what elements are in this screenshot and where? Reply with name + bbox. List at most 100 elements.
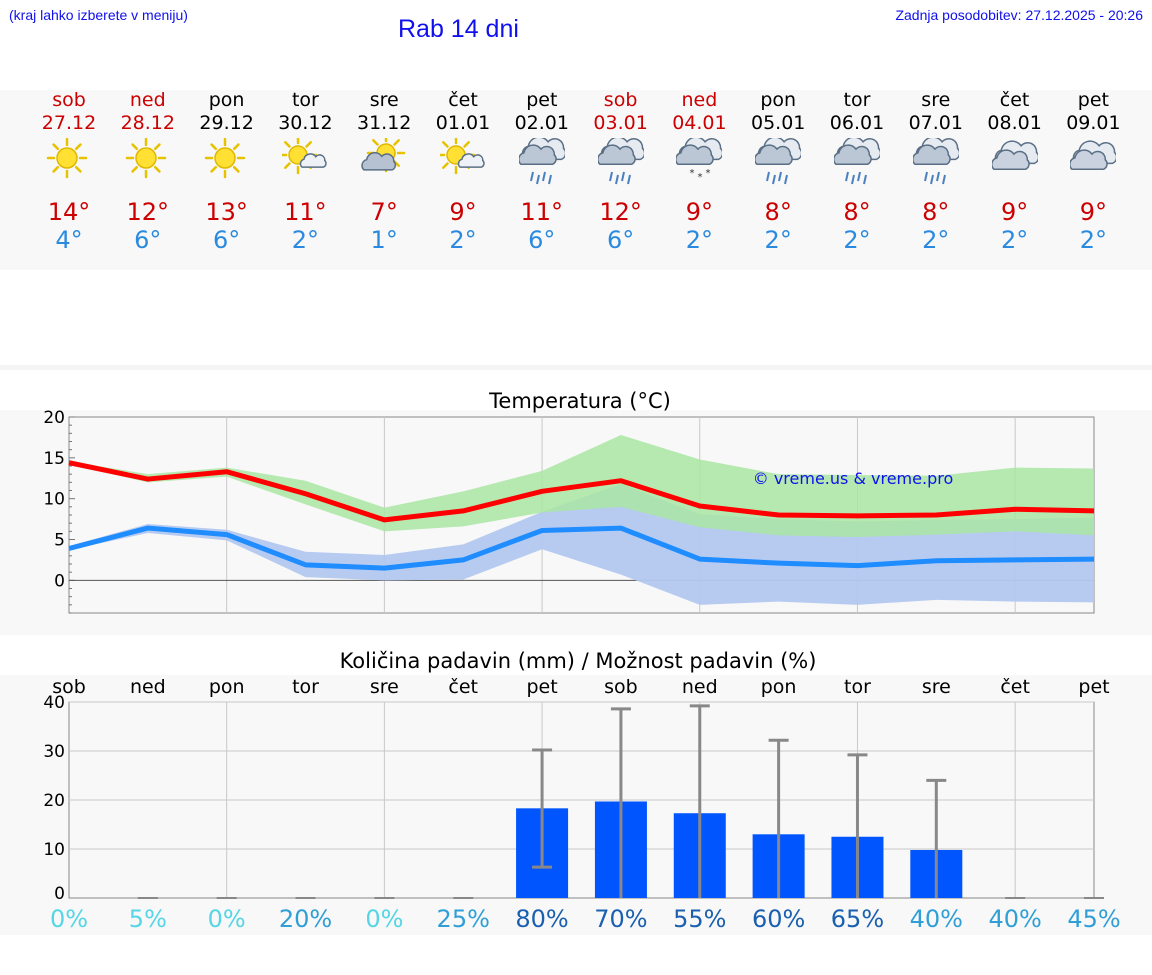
y-tick-label: 20 [43, 791, 65, 811]
day-name: čet [999, 89, 1030, 111]
day-name: tor [291, 89, 319, 111]
min-temperature: 6° [134, 226, 162, 254]
rain-cloud-icon [755, 138, 802, 185]
day-date: 04.01 [672, 112, 727, 134]
max-temperature: 8° [764, 198, 792, 226]
sun-icon [46, 138, 88, 179]
precip-day-label: čet [448, 676, 478, 698]
day-name: ned [681, 89, 718, 111]
min-temperature: 2° [764, 226, 792, 254]
day-name: pet [1077, 89, 1109, 111]
precip-day-label: tor [292, 676, 319, 698]
y-tick-label: 20 [43, 408, 65, 428]
last-update: Zadnja posodobitev: 27.12.2025 - 20:26 [895, 7, 1143, 23]
precip-day-label: pet [1078, 676, 1109, 698]
precip-day-label: pon [761, 676, 797, 698]
day-date: 08.01 [987, 112, 1042, 134]
precip-probability: 80% [515, 905, 568, 933]
day-date: 03.01 [593, 112, 648, 134]
precip-day-label: sre [370, 676, 399, 698]
min-temperature: 2° [449, 226, 477, 254]
day-name: sre [921, 89, 951, 111]
day-date: 30.12 [278, 112, 333, 134]
day-name: ned [129, 89, 166, 111]
day-name: pon [208, 89, 245, 111]
day-date: 05.01 [750, 112, 806, 134]
min-temperature: 2° [922, 226, 950, 254]
max-temperature: 8° [843, 198, 871, 226]
precip-probability: 55% [673, 905, 726, 933]
precip-probability: 70% [594, 905, 647, 933]
max-temperature: 9° [1000, 198, 1029, 226]
min-temperature: 1° [370, 226, 398, 254]
max-temperature: 12° [126, 198, 170, 226]
sun-icon [204, 138, 245, 179]
snow-cloud-icon: * * * [676, 138, 723, 183]
day-date: 01.01 [435, 112, 491, 134]
precip-probability: 0% [50, 905, 88, 933]
rain-cloud-icon [597, 138, 644, 185]
min-temperature: 6° [212, 226, 241, 254]
day-date: 02.01 [514, 112, 569, 134]
precip-probability: 60% [752, 905, 805, 933]
precip-day-label: ned [130, 676, 166, 698]
max-temperature: 8° [922, 198, 950, 226]
header-region-note[interactable]: (kraj lahko izberete v meniju) [9, 7, 188, 23]
spacer-band [0, 365, 1152, 370]
precipitation-chart-title: Količina padavin (mm) / Možnost padavin … [340, 649, 817, 673]
precip-day-label: sre [922, 676, 951, 698]
page-title: Rab 14 dni [398, 15, 519, 43]
day-name: sob [603, 89, 638, 111]
day-name: tor [843, 89, 871, 111]
day-date: 09.01 [1066, 112, 1121, 134]
max-temperature: 9° [1079, 198, 1108, 226]
precip-probability: 65% [831, 905, 884, 933]
sun-small-cloud-icon [282, 138, 328, 175]
precip-probability: 25% [437, 905, 490, 933]
max-temperature: 7° [370, 198, 398, 226]
max-temperature: 13° [205, 198, 248, 226]
precip-probability: 0% [208, 905, 246, 933]
y-tick-label: 15 [43, 449, 65, 469]
max-temperature: 14° [47, 198, 91, 226]
y-tick-label: 40 [43, 693, 65, 713]
svg-text:*: * [690, 168, 695, 179]
min-temperature: 6° [606, 226, 635, 254]
precip-probability: 45% [1067, 905, 1120, 933]
max-temperature: 11° [520, 198, 564, 226]
y-tick-label: 10 [43, 490, 65, 510]
day-name: čet [448, 89, 478, 111]
precip-probability: 40% [988, 905, 1041, 933]
precipitation-chart: Količina padavin (mm) / Možnost padavin … [43, 649, 1120, 933]
day-name: sob [52, 89, 86, 111]
y-tick-label: 0 [54, 884, 65, 904]
rain-cloud-icon [912, 138, 959, 185]
precip-day-label: pet [526, 676, 557, 698]
y-tick-label: 30 [43, 742, 65, 762]
min-temperature: 2° [291, 226, 320, 254]
day-date: 28.12 [120, 112, 175, 134]
day-name: pet [526, 89, 558, 111]
svg-text:*: * [698, 172, 703, 183]
day-date: 07.01 [908, 112, 963, 134]
sun-behind-cloud-icon [361, 138, 406, 173]
precip-day-label: pon [209, 676, 245, 698]
max-temperature: 11° [284, 198, 327, 226]
sun-small-cloud-icon [440, 138, 485, 175]
day-date: 27.12 [41, 112, 97, 134]
precip-probability: 0% [365, 905, 403, 933]
precip-day-label: sob [604, 676, 638, 698]
min-temperature: 2° [1000, 226, 1029, 254]
day-name: sre [369, 89, 399, 111]
min-temperature: 2° [1079, 226, 1108, 254]
line-max [68, 460, 1095, 523]
max-temperature: 12° [599, 198, 642, 226]
precip-day-label: ned [682, 676, 718, 698]
day-date: 31.12 [356, 112, 412, 134]
y-tick-label: 10 [43, 840, 65, 860]
day-name: pon [760, 89, 797, 111]
watermark: © vreme.us & vreme.pro [753, 469, 954, 488]
min-temperature: 6° [528, 226, 556, 254]
max-temperature: 9° [685, 198, 714, 226]
temperature-chart-title: Temperatura (°C) [488, 389, 671, 413]
